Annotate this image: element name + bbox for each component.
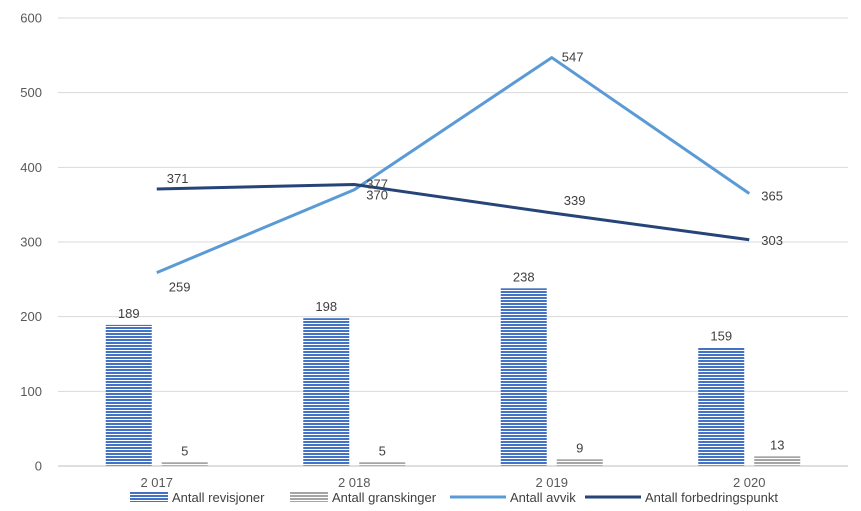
lines bbox=[156, 56, 751, 274]
y-tick-label: 300 bbox=[20, 235, 42, 250]
bar-data-label: 189 bbox=[118, 306, 140, 321]
bar-antall-revisjoner bbox=[698, 347, 745, 466]
line-antall-forbedringspunkt bbox=[156, 183, 750, 242]
bar-antall-granskinger bbox=[754, 456, 801, 466]
bar-antall-revisjoner bbox=[303, 318, 350, 466]
line-data-label: 371 bbox=[167, 171, 189, 186]
x-tick-label: 2 020 bbox=[733, 475, 766, 490]
data-labels: 189 198 238 159 5 5 9 13 259 370 547 365 371 377 339 30… bbox=[118, 50, 785, 459]
line-data-label: 339 bbox=[564, 193, 586, 208]
bar-antall-revisjoner bbox=[105, 324, 152, 466]
bar-data-label: 159 bbox=[710, 328, 732, 343]
bar-data-label: 13 bbox=[770, 437, 784, 452]
bar-antall-revisjoner bbox=[500, 288, 547, 466]
line-data-label: 365 bbox=[761, 188, 783, 203]
x-tick-label: 2 018 bbox=[338, 475, 371, 490]
x-tick-label: 2 017 bbox=[140, 475, 173, 490]
y-tick-label: 100 bbox=[20, 384, 42, 399]
bar-data-label: 5 bbox=[181, 443, 188, 458]
legend-label: Antall granskinger bbox=[332, 490, 437, 505]
legend: Antall revisjoner Antall granskinger Antal… bbox=[130, 490, 778, 505]
bar-antall-granskinger bbox=[161, 462, 208, 466]
legend-label: Antall avvik bbox=[510, 490, 576, 505]
legend-swatch bbox=[130, 492, 168, 502]
y-tick-label: 600 bbox=[20, 11, 42, 26]
bar-antall-granskinger bbox=[556, 459, 603, 466]
y-axis: 0 100 200 300 400 500 600 bbox=[20, 11, 42, 474]
line-data-label: 377 bbox=[366, 177, 388, 192]
bar-data-label: 198 bbox=[315, 299, 337, 314]
y-tick-label: 400 bbox=[20, 160, 42, 175]
line-data-label: 259 bbox=[169, 280, 191, 295]
legend-label: Antall revisjoner bbox=[172, 490, 265, 505]
bar-data-label: 5 bbox=[379, 443, 386, 458]
line-data-label: 370 bbox=[366, 188, 388, 203]
y-tick-label: 500 bbox=[20, 85, 42, 100]
legend-label: Antall forbedringspunkt bbox=[645, 490, 778, 505]
bars bbox=[105, 288, 801, 466]
legend-swatch bbox=[290, 492, 328, 502]
x-tick-label: 2 019 bbox=[535, 475, 568, 490]
bar-antall-granskinger bbox=[359, 462, 406, 466]
line-data-label: 303 bbox=[761, 233, 783, 248]
bar-data-label: 9 bbox=[576, 440, 583, 455]
y-tick-label: 200 bbox=[20, 309, 42, 324]
line-antall-avvik bbox=[156, 56, 751, 274]
y-tick-label: 0 bbox=[35, 459, 42, 474]
gridlines bbox=[58, 17, 848, 467]
bar-data-label: 238 bbox=[513, 269, 535, 284]
x-axis: 2 017 2 018 2 019 2 020 bbox=[58, 465, 848, 490]
line-data-label: 547 bbox=[562, 50, 584, 65]
